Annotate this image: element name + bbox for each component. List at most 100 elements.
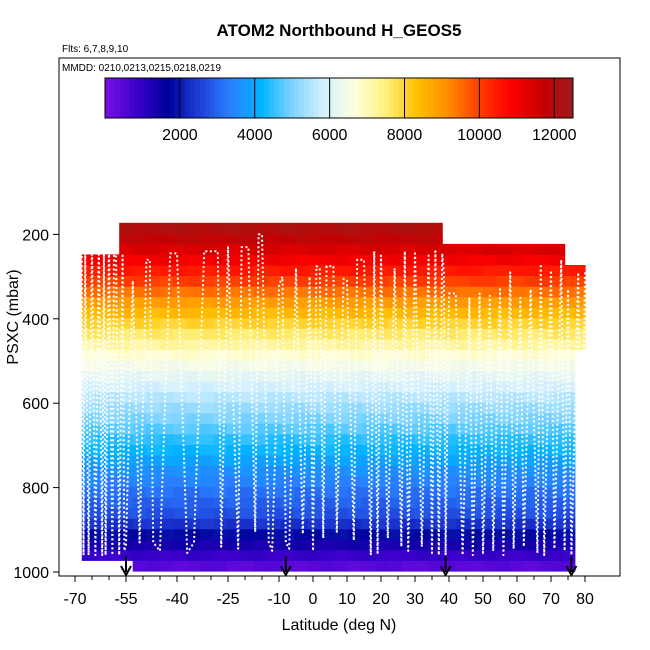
heatmap-cell <box>442 370 457 382</box>
heatmap-cell <box>226 528 241 540</box>
heatmap-cell <box>374 233 389 245</box>
heatmap-cell <box>267 307 282 319</box>
heatmap-cell <box>361 338 376 350</box>
colorbar-swatch <box>339 78 345 118</box>
heatmap-cell <box>267 381 282 393</box>
heatmap-cell <box>199 539 214 551</box>
heatmap-cell <box>146 423 161 435</box>
heatmap-cell <box>267 254 282 266</box>
heatmap-cell <box>415 307 430 319</box>
heatmap-cell <box>469 286 484 298</box>
x-tick-label: 30 <box>406 591 424 608</box>
heatmap-cell <box>321 307 336 319</box>
heatmap-cell <box>186 349 201 361</box>
heatmap-cell <box>159 402 174 414</box>
heatmap-cell <box>307 486 322 498</box>
heatmap-cell <box>483 560 498 572</box>
colorbar-swatch <box>269 78 275 118</box>
heatmap-cell <box>280 254 295 266</box>
heatmap-cell <box>173 412 188 424</box>
heatmap-cell <box>415 381 430 393</box>
colorbar-swatch <box>393 78 400 118</box>
heatmap-cell <box>119 412 134 424</box>
heatmap-cell <box>267 370 282 382</box>
heatmap-cell <box>132 338 147 350</box>
heatmap-cell <box>132 359 147 372</box>
heatmap-cell <box>240 486 255 498</box>
heatmap-cell <box>564 476 576 488</box>
heatmap-cell <box>428 486 443 498</box>
heatmap-cell <box>401 433 416 445</box>
colorbar-swatch <box>249 78 255 118</box>
heatmap-cell <box>401 307 416 319</box>
heatmap-cell <box>510 402 525 414</box>
heatmap-cell <box>159 433 174 445</box>
heatmap-cell <box>173 328 188 340</box>
heatmap-cell <box>81 381 95 393</box>
heatmap-cell <box>294 286 309 298</box>
colorbar-swatch <box>428 78 435 118</box>
heatmap-cell <box>307 296 322 308</box>
heatmap-cell <box>267 507 282 519</box>
heatmap-cell <box>146 307 161 319</box>
heatmap-cell <box>483 391 498 403</box>
heatmap-cell <box>146 243 161 256</box>
heatmap-cell <box>483 359 498 372</box>
heatmap-cell <box>294 275 309 287</box>
heatmap-cell <box>253 528 268 540</box>
heatmap-cell <box>523 402 538 414</box>
heatmap-cell <box>388 370 403 382</box>
heatmap-cell <box>226 265 241 277</box>
heatmap-cell <box>146 560 161 572</box>
heatmap-cell <box>564 423 576 435</box>
heatmap-cell <box>226 222 241 234</box>
heatmap-cell <box>361 265 376 277</box>
heatmap-cell <box>159 349 174 361</box>
colorbar-swatch <box>234 78 240 118</box>
heatmap-cell <box>146 286 161 298</box>
heatmap-cell <box>551 507 566 519</box>
colorbar-frame <box>104 77 574 119</box>
heatmap-cell <box>361 296 376 308</box>
heatmap-cell <box>564 549 576 561</box>
heatmap-cell <box>132 243 147 256</box>
heatmap-cell <box>146 222 161 234</box>
heatmap-cell <box>523 359 538 372</box>
heatmap-cell <box>551 528 566 540</box>
heatmap-cell <box>510 317 525 329</box>
heatmap-cell <box>253 497 268 509</box>
heatmap-cell <box>455 444 470 456</box>
heatmap-cell <box>442 507 457 519</box>
colorbar-swatch <box>433 78 440 118</box>
heatmap-cell <box>483 402 498 414</box>
heatmap-cell <box>551 433 566 445</box>
heatmap-cell <box>442 286 457 298</box>
heatmap-cell <box>321 286 336 298</box>
heatmap-cell <box>186 539 201 551</box>
heatmap-cell <box>321 296 336 308</box>
colorbar-swatch <box>358 78 365 118</box>
plot-frame <box>58 57 621 577</box>
heatmap-cell <box>523 254 538 266</box>
colorbar-swatch <box>284 78 290 118</box>
x-tick-label: -55 <box>114 591 137 608</box>
heatmap-cell <box>173 518 188 530</box>
heatmap-cell <box>253 507 268 519</box>
heatmap-cell <box>294 444 309 456</box>
heatmap-cell <box>294 497 309 509</box>
heatmap-cell <box>199 454 214 467</box>
heatmap-cell <box>523 465 538 477</box>
heatmap-cell <box>348 328 363 340</box>
heatmap-cell <box>213 444 228 456</box>
x-tick-label: 70 <box>542 591 560 608</box>
heatmap-cell <box>240 549 255 561</box>
colorbar-swatch <box>314 78 320 118</box>
x-tick-label: 10 <box>338 591 356 608</box>
heatmap-cell <box>186 412 201 424</box>
heatmap-cell <box>564 391 576 403</box>
heatmap-cell <box>551 381 566 393</box>
heatmap-cell <box>146 328 161 340</box>
heatmap-cell <box>401 402 416 414</box>
heatmap-cell <box>455 254 470 266</box>
heatmap-cell <box>94 254 108 266</box>
